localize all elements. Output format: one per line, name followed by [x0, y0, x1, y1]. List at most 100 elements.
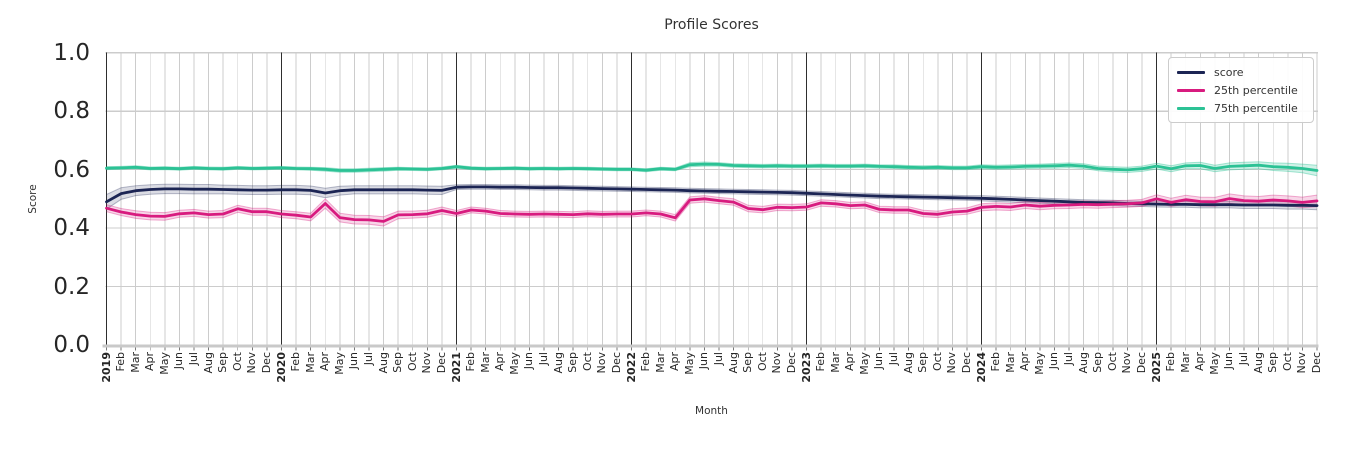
band-edge [106, 183, 1317, 202]
x-tick-label-month: Jul [712, 352, 726, 366]
x-tick-label-month: Dec [259, 352, 273, 374]
x-tick-label-month: Jul [537, 352, 551, 366]
legend-swatch [1177, 106, 1205, 110]
y-tick-label: 0.8 [53, 98, 90, 125]
x-tick-label-month: Oct [580, 352, 594, 372]
confidence-band [106, 161, 1317, 176]
y-tick-label: 0.6 [53, 156, 90, 183]
x-tick-label-month: May [682, 352, 696, 375]
y-tick-label: 0.2 [53, 273, 90, 300]
x-tick-label-month: Jun [1222, 352, 1236, 370]
x-tick-label-month: Jun [872, 352, 886, 370]
x-tick-label-month: Nov [1120, 352, 1134, 374]
x-tick-label-month: Apr [843, 352, 857, 372]
x-tick-label-month: Feb [814, 352, 828, 372]
x-tick-label-month: Mar [1003, 352, 1017, 373]
x-tick-label-year: 2021 [449, 352, 463, 383]
series-line-25th-percentile [105, 197, 1319, 223]
legend-label: 75th percentile [1214, 101, 1298, 115]
x-tick-label-month: Oct [230, 352, 244, 372]
x-tick-label-month: Mar [1178, 352, 1192, 373]
x-tick-label-month: Oct [930, 352, 944, 372]
legend: score 25th percentile 75th percentile [1168, 57, 1314, 123]
x-tick-label-year: 2022 [624, 352, 638, 383]
x-tick-label-month: Sep [916, 352, 930, 373]
x-tick-label-month: Oct [1280, 352, 1294, 372]
x-tick-label-month: Dec [609, 352, 623, 374]
x-tick-label-year: 2020 [274, 352, 288, 383]
x-tick-label-month: Jul [887, 352, 901, 366]
x-tick-label-month: Feb [114, 352, 128, 372]
legend-label: score [1214, 65, 1244, 79]
x-tick-label-month: Feb [289, 352, 303, 372]
confidence-band [106, 193, 1317, 226]
x-tick-label-month: Feb [989, 352, 1003, 372]
x-tick-label-month: Dec [434, 352, 448, 374]
x-tick-label-month: Mar [828, 352, 842, 373]
x-tick-label-month: Sep [1266, 352, 1280, 373]
x-tick-label-year: 2025 [1149, 352, 1163, 383]
x-tick-label-month: Mar [653, 352, 667, 373]
x-tick-label-month: May [332, 352, 346, 375]
x-tick-label-month: Mar [303, 352, 317, 373]
x-tick-label-month: Aug [901, 352, 915, 374]
x-tick-label-month: Aug [551, 352, 565, 374]
x-tick-label-month: May [157, 352, 171, 375]
x-tick-label-month: Jun [522, 352, 536, 370]
x-tick-label-year: 2024 [974, 352, 988, 383]
y-tick-label: 0.4 [53, 215, 90, 242]
x-tick-label-month: Nov [945, 352, 959, 374]
x-tick-label-month: Nov [770, 352, 784, 374]
x-tick-label-month: Oct [405, 352, 419, 372]
x-tick-label-month: Aug [201, 352, 215, 374]
x-tick-label-month: Jun [347, 352, 361, 370]
x-tick-label-month: Apr [143, 352, 157, 372]
x-tick-label-month: Oct [1105, 352, 1119, 372]
x-tick-label-month: Aug [1076, 352, 1090, 374]
x-tick-label-month: Jun [172, 352, 186, 370]
x-tick-label-month: Feb [1164, 352, 1178, 372]
legend-entry: score [1177, 63, 1305, 81]
x-tick-label-month: Sep [391, 352, 405, 373]
band-edge [106, 165, 1318, 177]
x-tick-label-month: Jul [187, 352, 200, 366]
x-tick-label-month: Sep [1091, 352, 1105, 373]
x-tick-label-month: Feb [464, 352, 478, 372]
band-edge [106, 193, 1318, 218]
band-edge [106, 188, 1318, 211]
x-tick-label-month: Nov [245, 352, 259, 374]
x-tick-label-month: Mar [478, 352, 492, 373]
x-tick-label-month: Feb [639, 352, 653, 372]
legend-swatch [1177, 70, 1205, 74]
x-tick-label-month: Apr [493, 352, 507, 372]
legend-entry: 75th percentile [1177, 99, 1305, 117]
x-tick-label-month: Dec [784, 352, 798, 374]
x-tick-label-month: Aug [726, 352, 740, 374]
x-tick-label-month: May [857, 352, 871, 375]
x-tick-label-month: Jul [1062, 352, 1076, 366]
x-tick-label-month: Nov [1295, 352, 1309, 374]
x-tick-label-month: Dec [959, 352, 973, 374]
legend-entry: 25th percentile [1177, 81, 1305, 99]
x-tick-label-month: May [1207, 352, 1221, 375]
x-tick-label-month: Aug [1251, 352, 1265, 374]
y-axis-title: Score [27, 184, 39, 214]
band-edge [106, 161, 1318, 170]
x-tick-label-month: May [507, 352, 521, 375]
band-edge [106, 201, 1318, 227]
x-tick-label-month: Nov [595, 352, 609, 374]
x-tick-label-month: Jul [362, 352, 376, 366]
y-tick-label: 1.0 [53, 39, 90, 66]
y-tick-label: 0.0 [53, 332, 90, 358]
x-tick-label-month: Jun [1047, 352, 1061, 370]
x-tick-label-month: Sep [566, 352, 580, 373]
x-tick-label-month: Apr [1018, 352, 1032, 372]
x-tick-label-month: Dec [1134, 352, 1148, 374]
x-tick-label-month: Apr [1193, 352, 1207, 372]
x-axis-title: Month [695, 405, 728, 417]
x-tick-label-year: 2023 [799, 352, 813, 383]
x-tick-label-month: Nov [420, 352, 434, 374]
x-tick-label-month: Apr [318, 352, 332, 372]
x-tick-label-month: Apr [668, 352, 682, 372]
